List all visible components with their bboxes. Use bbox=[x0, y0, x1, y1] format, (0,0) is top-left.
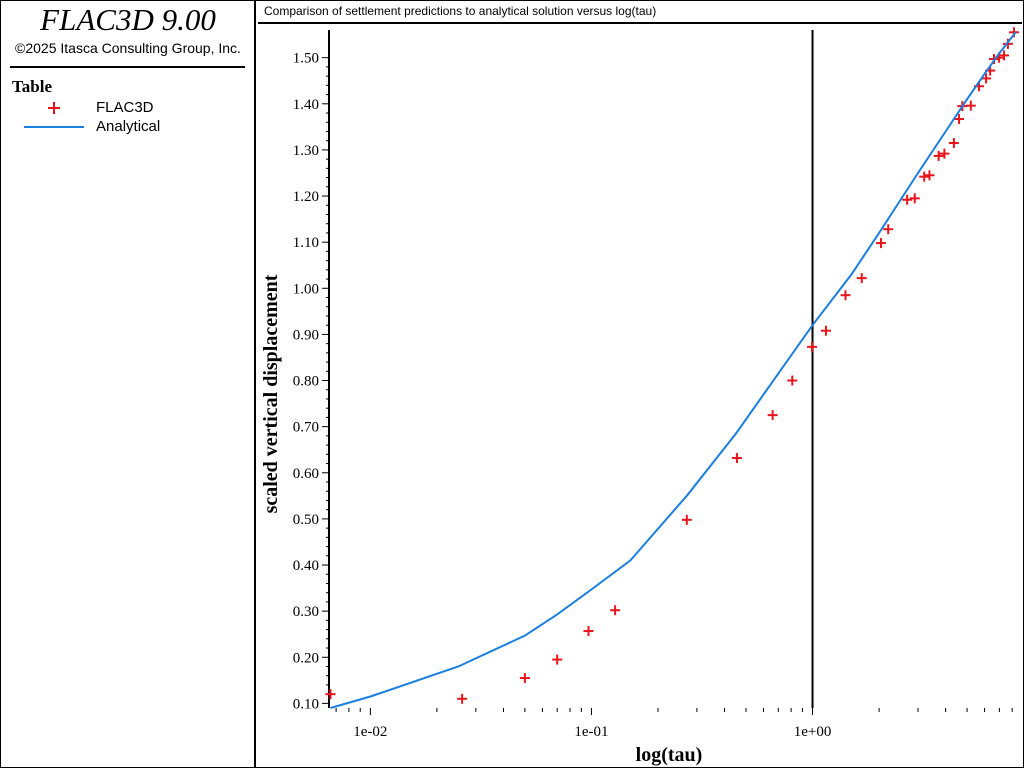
series-layer bbox=[325, 27, 1019, 709]
series-line-analytical bbox=[330, 31, 1017, 709]
y-tick-label: 0.30 bbox=[293, 604, 319, 620]
data-point-flac3d bbox=[681, 514, 692, 525]
y-tick-label: 1.00 bbox=[293, 281, 319, 297]
data-point-flac3d bbox=[767, 410, 778, 421]
y-tick-label: 1.40 bbox=[293, 97, 319, 113]
app-title: FLAC3D 9.00 bbox=[40, 2, 216, 37]
y-tick-label: 0.70 bbox=[293, 420, 319, 436]
plot-header: Comparison of settlement predictions to … bbox=[258, 0, 1022, 24]
y-tick-label: 0.60 bbox=[293, 466, 319, 482]
y-axis-label: scaled vertical displacement bbox=[260, 274, 282, 513]
legend-label-flac3d: FLAC3D bbox=[96, 99, 154, 116]
chart-area: 0.10 0.20 0.30 0.40 0.50 0.60 0.70 0.80 0.90 1.00… bbox=[260, 27, 1019, 766]
data-point-flac3d bbox=[519, 673, 530, 684]
line-marker-icon bbox=[24, 126, 84, 128]
x-tick-label: 1e+00 bbox=[794, 724, 832, 740]
legend-label-analytical: Analytical bbox=[96, 118, 161, 135]
data-point-flac3d bbox=[999, 50, 1010, 61]
data-point-flac3d bbox=[731, 453, 742, 464]
data-point-flac3d bbox=[875, 238, 886, 249]
y-tick-label: 0.10 bbox=[293, 696, 319, 712]
y-ticks: 0.10 0.20 0.30 0.40 0.50 0.60 0.70 0.80 0.90 1.00… bbox=[293, 51, 329, 712]
data-point-flac3d bbox=[902, 194, 913, 205]
x-ticks: 1e-02 1e-01 1e+00 bbox=[335, 708, 1013, 740]
data-point-flac3d bbox=[552, 654, 563, 665]
y-tick-label: 1.30 bbox=[293, 143, 319, 159]
data-point-flac3d bbox=[583, 625, 594, 636]
data-point-flac3d bbox=[933, 150, 944, 161]
data-point-flac3d bbox=[948, 138, 959, 148]
x-tick-label: 1e-01 bbox=[574, 724, 608, 740]
legend-item-analytical: Analytical bbox=[0, 117, 256, 137]
chart-title: Comparison of settlement predictions to … bbox=[264, 4, 657, 18]
data-point-flac3d bbox=[939, 148, 950, 159]
y-tick-label: 0.40 bbox=[293, 558, 319, 574]
data-point-flac3d bbox=[325, 689, 336, 700]
y-tick-label: 1.20 bbox=[293, 189, 319, 205]
axes bbox=[328, 30, 814, 708]
data-point-flac3d bbox=[820, 325, 831, 336]
data-point-flac3d bbox=[856, 273, 867, 284]
plus-marker-icon bbox=[48, 102, 60, 114]
y-tick-label: 0.50 bbox=[293, 512, 319, 528]
data-point-flac3d bbox=[954, 114, 965, 125]
data-point-flac3d bbox=[457, 693, 468, 704]
legend-item-flac3d: FLAC3D bbox=[0, 98, 256, 118]
data-point-flac3d bbox=[610, 605, 621, 616]
data-point-flac3d bbox=[909, 193, 920, 204]
data-point-flac3d bbox=[924, 170, 935, 181]
data-point-flac3d bbox=[787, 375, 798, 386]
legend-heading: Table bbox=[12, 77, 53, 96]
y-tick-label: 1.50 bbox=[293, 51, 319, 67]
y-tick-label: 1.10 bbox=[293, 235, 319, 251]
data-point-flac3d bbox=[883, 224, 894, 235]
y-tick-label: 0.20 bbox=[293, 650, 319, 666]
data-point-flac3d bbox=[965, 100, 976, 111]
y-tick-label: 0.90 bbox=[293, 327, 319, 343]
data-point-flac3d bbox=[981, 73, 992, 84]
x-axis-label: log(tau) bbox=[636, 744, 703, 766]
data-point-flac3d bbox=[807, 341, 818, 352]
sidebar-divider bbox=[10, 66, 245, 68]
data-point-flac3d bbox=[840, 290, 851, 301]
x-tick-label: 1e-02 bbox=[353, 724, 387, 740]
data-point-flac3d bbox=[919, 171, 930, 182]
y-tick-label: 0.80 bbox=[293, 374, 319, 390]
copyright-text: ©2025 Itasca Consulting Group, Inc. bbox=[15, 40, 241, 56]
legend-panel: FLAC3D 9.00 ©2025 Itasca Consulting Grou… bbox=[0, 0, 256, 768]
